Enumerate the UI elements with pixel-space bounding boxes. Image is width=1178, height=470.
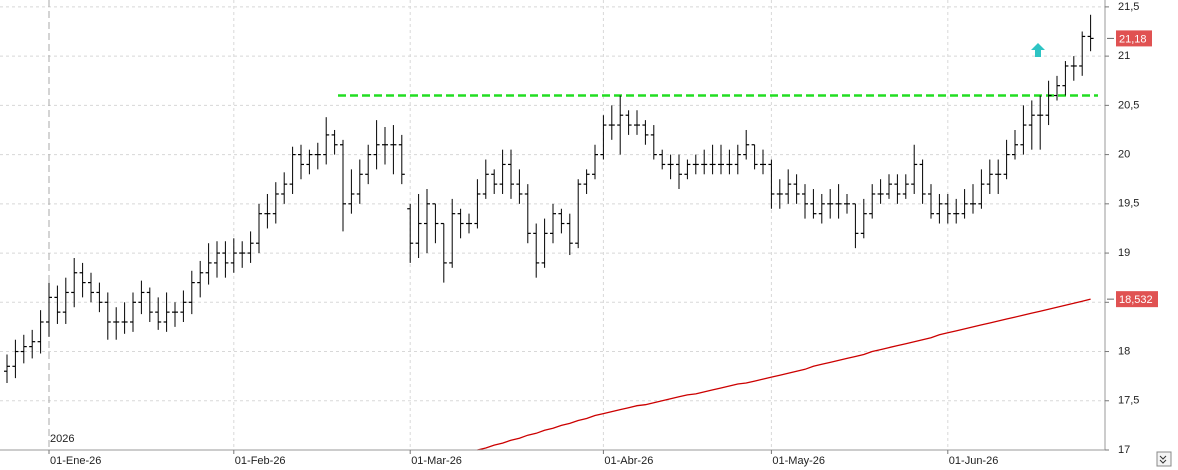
last-value-box — [1116, 291, 1158, 308]
y-tick-label: 21 — [1118, 50, 1130, 62]
y-tick-label: 19,5 — [1118, 198, 1139, 210]
last-value-box — [1116, 30, 1152, 47]
last-value-label: 21,18 — [1119, 33, 1147, 45]
y-tick-label: 17,5 — [1118, 395, 1139, 407]
x-tick-label: 01-Jun-26 — [949, 455, 999, 467]
year-label: 2026 — [50, 433, 74, 445]
scroll-icon — [1159, 455, 1167, 464]
x-tick-label: 01-Ene-26 — [50, 455, 101, 467]
x-tick-label: 01-Abr-26 — [604, 455, 653, 467]
up-arrow-icon — [1031, 43, 1045, 57]
y-tick-label: 20 — [1118, 149, 1130, 161]
y-tick-label: 21,5 — [1118, 1, 1139, 13]
plot — [4, 14, 1098, 451]
x-tick-label: 01-May-26 — [772, 455, 825, 467]
y-tick-label: 20,5 — [1118, 99, 1139, 111]
grid — [0, 0, 1105, 451]
moving-average-line — [477, 298, 1091, 451]
last-value-label: 18,532 — [1119, 294, 1153, 306]
x-tick-label: 01-Feb-26 — [235, 455, 286, 467]
x-tick-label: 01-Mar-26 — [411, 455, 462, 467]
y-tick-label: 18 — [1118, 345, 1130, 357]
y-tick-label: 17 — [1118, 444, 1130, 456]
scroll-button[interactable] — [1156, 451, 1172, 467]
y-tick-label: 19 — [1118, 247, 1130, 259]
